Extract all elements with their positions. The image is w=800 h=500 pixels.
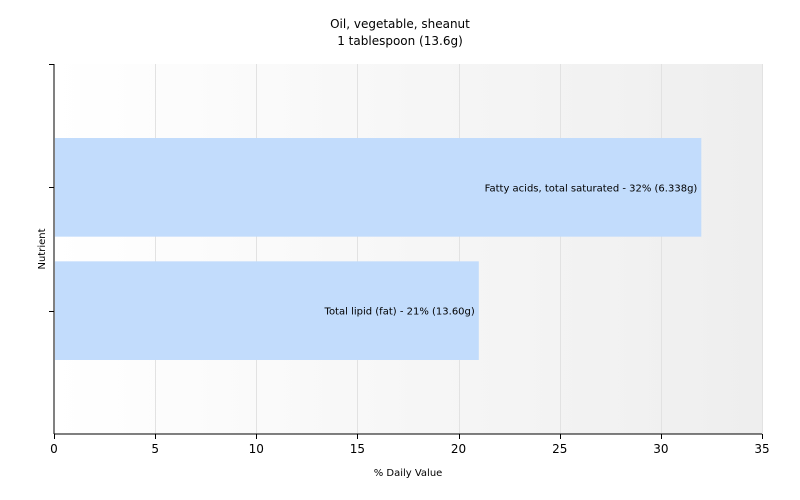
x-tick-label: 15 [350, 442, 365, 456]
y-axis-title: Nutrient [37, 228, 48, 269]
y-ticks [49, 64, 54, 312]
x-tick-label: 20 [451, 442, 466, 456]
bar [55, 261, 479, 360]
bars: Fatty acids, total saturated - 32% (6.33… [55, 138, 702, 360]
x-axis-title: % Daily Value [374, 468, 443, 479]
gridlines [155, 64, 763, 434]
x-tick-label: 35 [754, 442, 769, 456]
x-tick-label: 30 [653, 442, 668, 456]
plot-area [54, 64, 762, 434]
chart-subtitle: 1 tablespoon (13.6g) [337, 34, 463, 48]
x-tick-label: 25 [552, 442, 567, 456]
x-ticks: 0 5 10 15 20 25 30 35 [50, 434, 770, 456]
bar [55, 138, 702, 237]
chart-title: Oil, vegetable, sheanut [330, 17, 470, 31]
bar-label: Total lipid (fat) - 21% (13.60g) [324, 307, 475, 318]
x-tick-label: 5 [151, 442, 159, 456]
x-tick-label: 10 [249, 442, 264, 456]
bar-label: Fatty acids, total saturated - 32% (6.33… [485, 183, 698, 194]
x-tick-label: 0 [50, 442, 58, 456]
